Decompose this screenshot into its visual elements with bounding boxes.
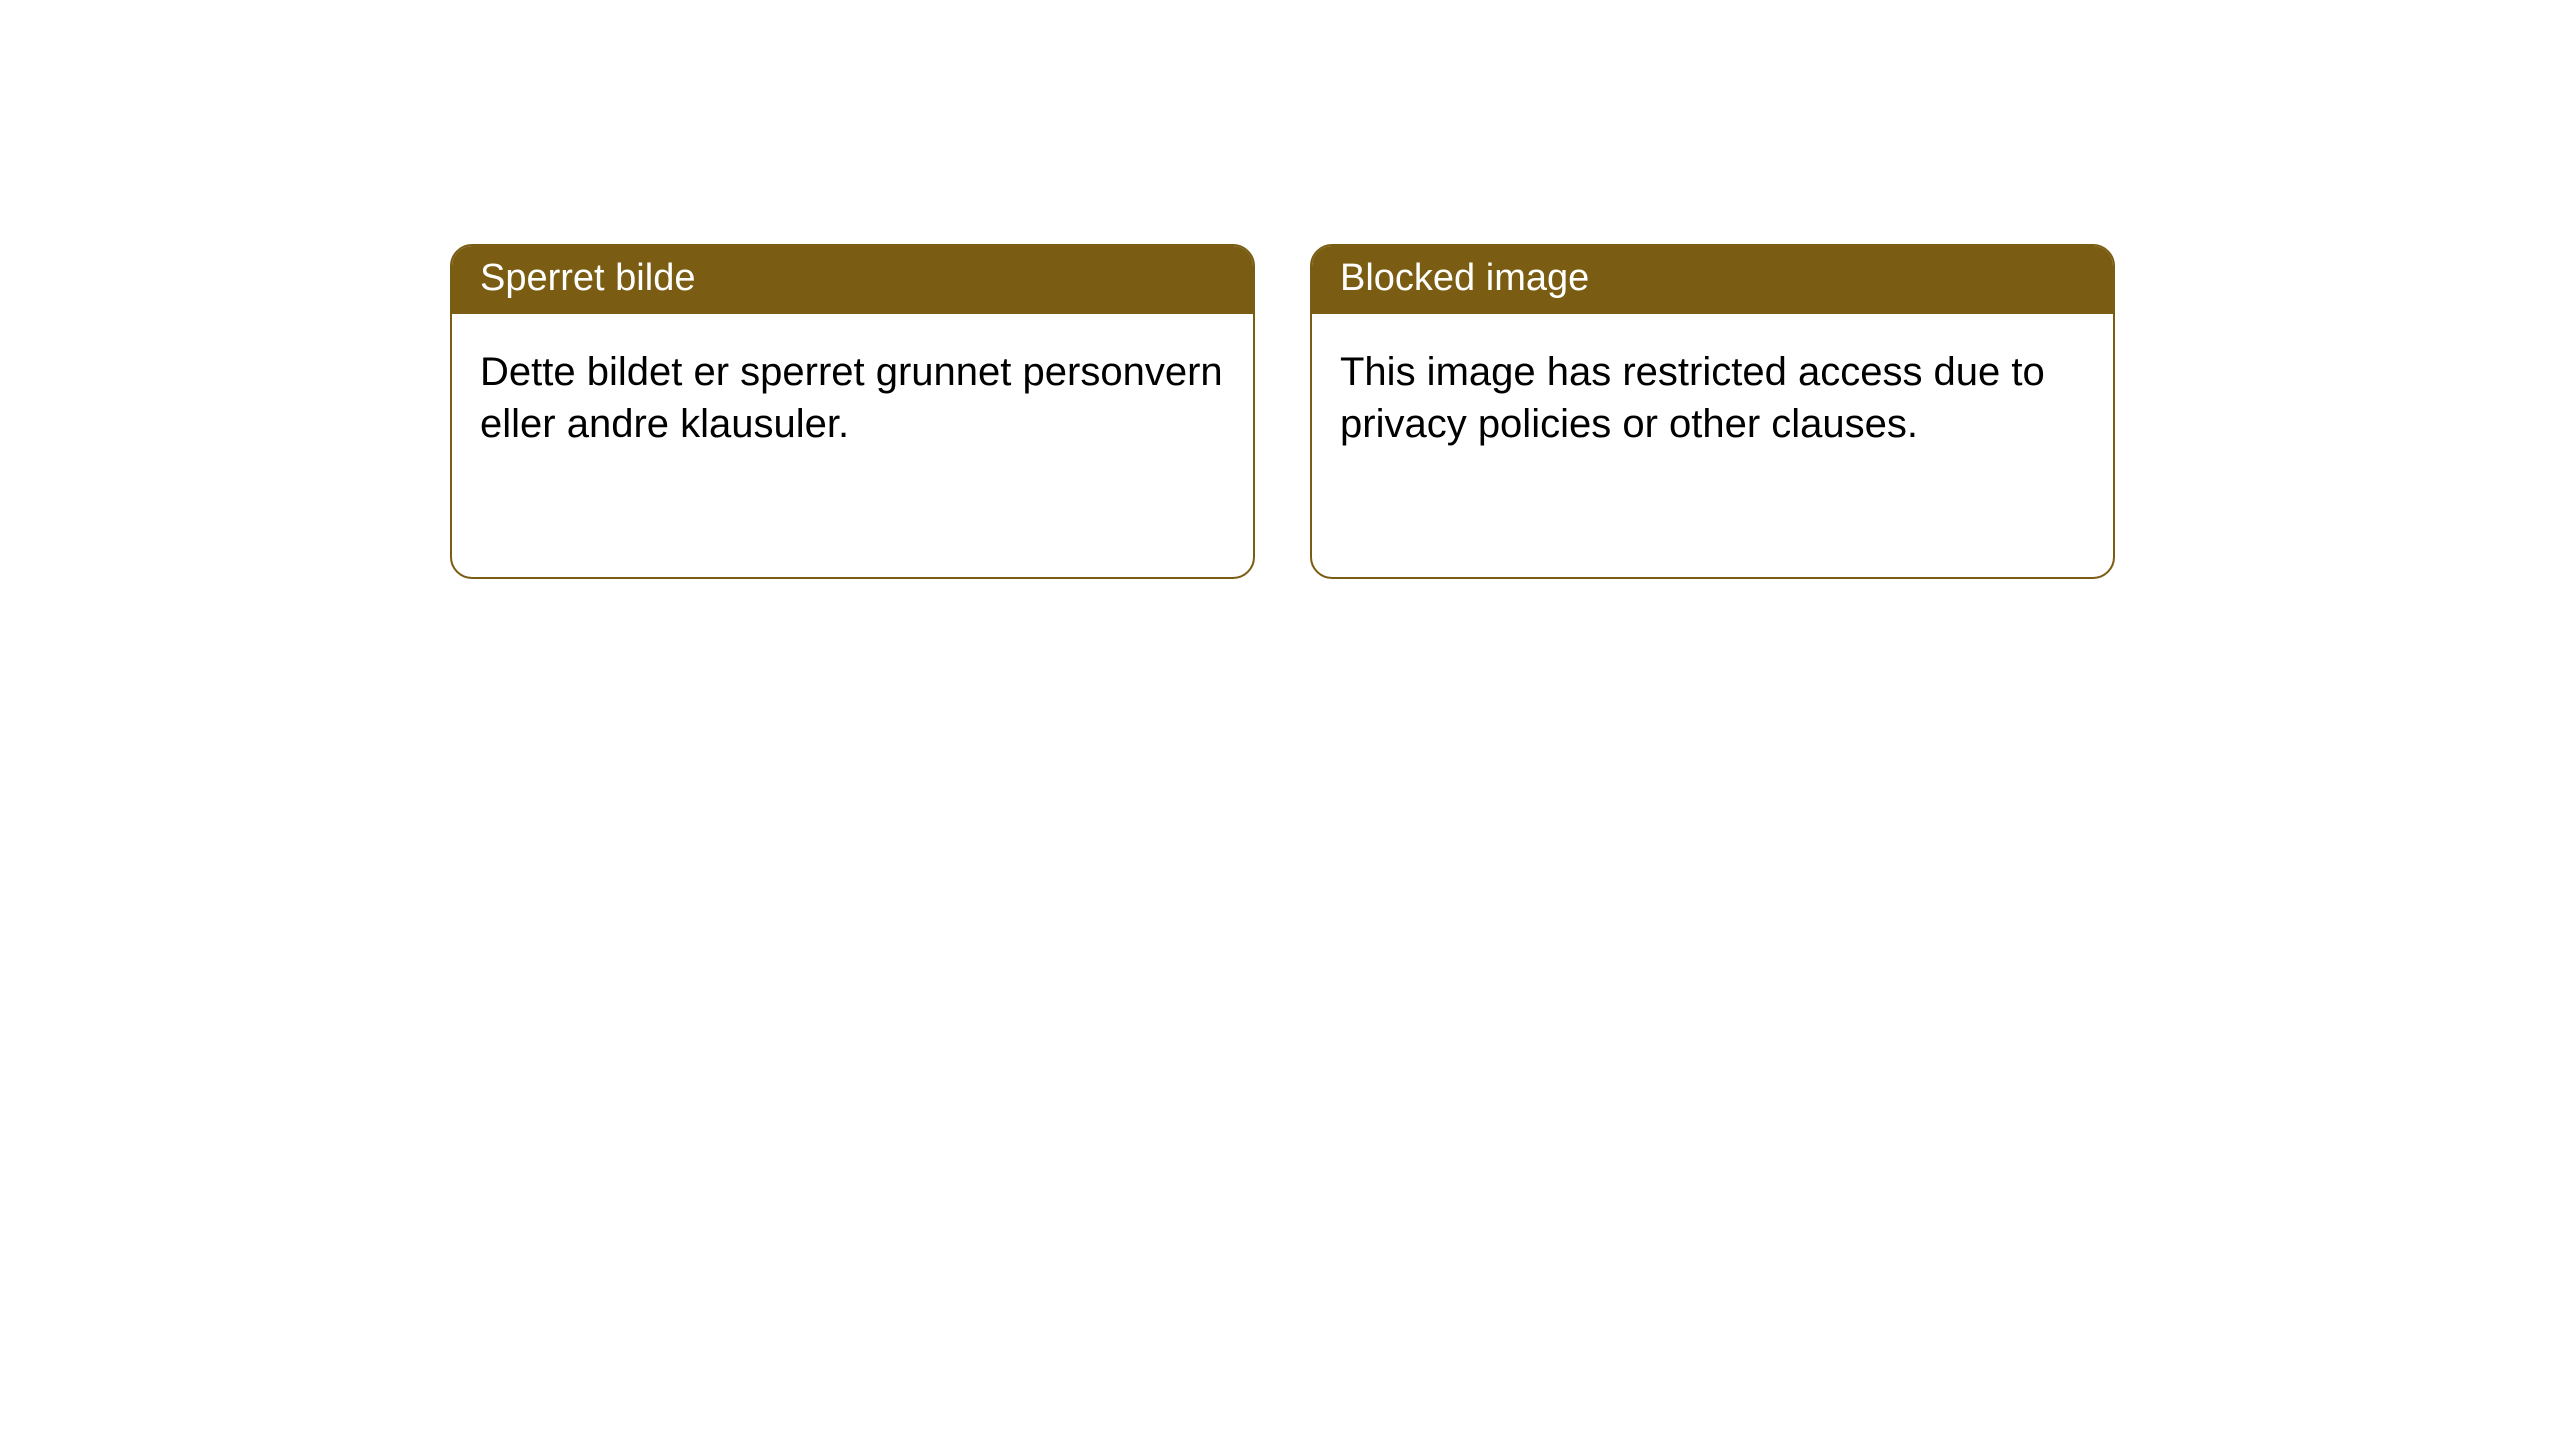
card-title: Sperret bilde xyxy=(480,257,695,299)
card-header: Sperret bilde xyxy=(452,246,1253,314)
card-message: This image has restricted access due to … xyxy=(1340,350,2045,446)
card-header: Blocked image xyxy=(1312,246,2113,314)
notice-cards-container: Sperret bilde Dette bildet er sperret gr… xyxy=(450,244,2115,579)
card-body: This image has restricted access due to … xyxy=(1312,314,2113,482)
card-message: Dette bildet er sperret grunnet personve… xyxy=(480,350,1223,446)
notice-card-norwegian: Sperret bilde Dette bildet er sperret gr… xyxy=(450,244,1255,579)
card-body: Dette bildet er sperret grunnet personve… xyxy=(452,314,1253,482)
card-title: Blocked image xyxy=(1340,257,1589,299)
notice-card-english: Blocked image This image has restricted … xyxy=(1310,244,2115,579)
